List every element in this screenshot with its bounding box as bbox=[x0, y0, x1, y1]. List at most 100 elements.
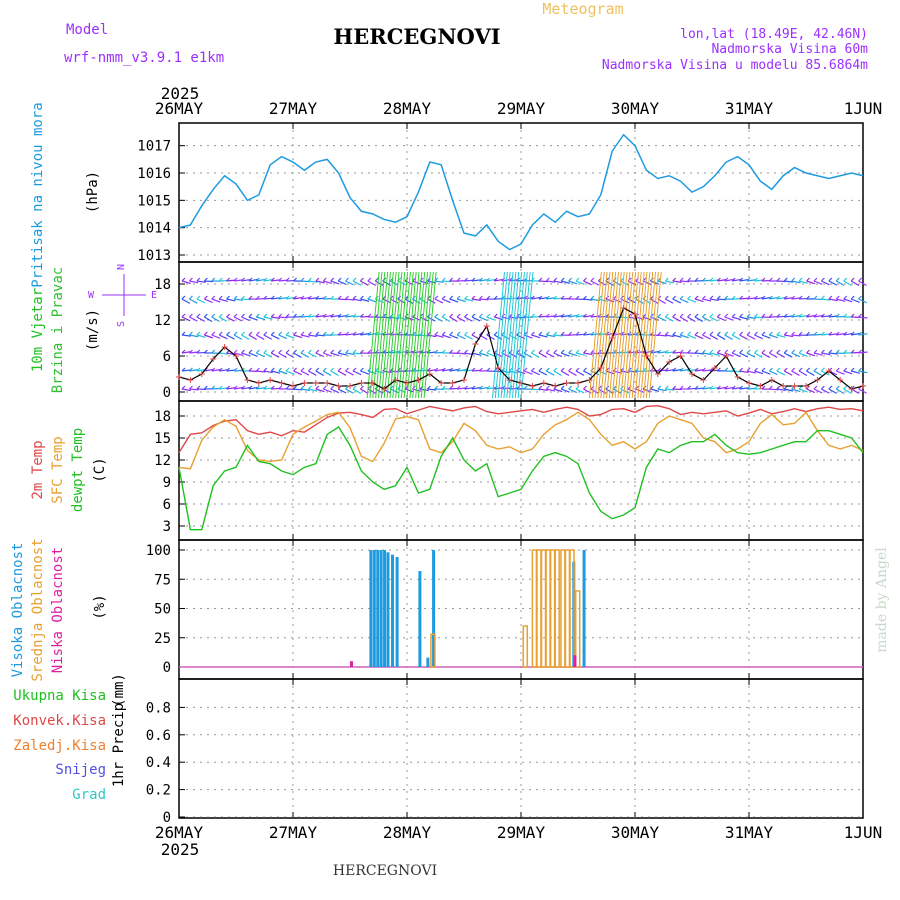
wind-arrow-head bbox=[545, 367, 550, 372]
wind-arrow-head bbox=[679, 349, 684, 354]
high-cloud-bar bbox=[432, 550, 436, 667]
y-tick-label: 6 bbox=[163, 497, 171, 513]
wind-arrow bbox=[442, 334, 451, 339]
wind-arrow-head bbox=[806, 349, 810, 354]
wind-arrow-head bbox=[813, 331, 818, 336]
y-tick-label: 18 bbox=[154, 277, 171, 293]
wind-arrow-head bbox=[471, 331, 476, 336]
wind-arrow bbox=[352, 333, 362, 336]
wind-arrow-head bbox=[754, 385, 758, 390]
wind-arrow bbox=[754, 352, 763, 358]
wind-arrow-head bbox=[694, 367, 699, 372]
wind-gust-hatch bbox=[500, 271, 514, 399]
wind-arrow-head bbox=[226, 295, 231, 300]
wind-arrow-head bbox=[360, 277, 364, 282]
y-tick-label: 12 bbox=[154, 453, 171, 469]
wind-arrow bbox=[724, 316, 734, 321]
wind-arrow bbox=[419, 298, 429, 304]
wind-gust-hatch bbox=[617, 271, 631, 399]
wind-arrow-head bbox=[657, 313, 662, 318]
high-cloud-bar bbox=[426, 657, 430, 667]
wind-arrow-head bbox=[843, 313, 848, 318]
wind-arrow bbox=[858, 316, 868, 319]
wind-arrow bbox=[598, 370, 607, 375]
wind-arrow bbox=[508, 352, 518, 358]
wind-arrow-head bbox=[702, 385, 706, 390]
wind-speed-point bbox=[643, 353, 650, 359]
wind-arrow-head bbox=[754, 313, 758, 318]
data-series bbox=[176, 133, 866, 668]
wind-arrow-head bbox=[241, 295, 245, 300]
wind-arrow-head bbox=[248, 331, 253, 336]
wind-arrow-head bbox=[694, 313, 699, 318]
wind-arrow-head bbox=[545, 277, 550, 282]
wind-arrow-head bbox=[776, 385, 781, 390]
mid-cloud-bar bbox=[531, 549, 538, 668]
wind-arrow-head bbox=[367, 331, 372, 336]
wind-arrow-head bbox=[241, 385, 245, 390]
wind-speed-point bbox=[472, 341, 479, 347]
high-cloud-bar bbox=[386, 552, 390, 667]
wind-arrow-head bbox=[768, 349, 773, 354]
wind-arrow bbox=[434, 316, 443, 322]
wind-arrow bbox=[218, 334, 228, 340]
wind-arrow bbox=[494, 352, 503, 358]
wind-arrow-head bbox=[322, 349, 327, 354]
wind-arrow bbox=[553, 388, 563, 393]
wind-arrow-head bbox=[709, 313, 714, 318]
wind-arrow-head bbox=[203, 349, 208, 354]
wind-arrow bbox=[360, 332, 370, 336]
wind-arrow-head bbox=[456, 349, 461, 354]
wind-arrow-head bbox=[449, 331, 454, 336]
wind-arrow bbox=[367, 298, 377, 303]
wind-arrow-head bbox=[538, 385, 543, 390]
wind-arrow-head bbox=[464, 349, 468, 354]
wind-arrow bbox=[345, 333, 355, 336]
wind-arrow-head bbox=[835, 277, 840, 282]
wind-gust-hatch bbox=[386, 271, 400, 399]
wind-arrow-head bbox=[731, 277, 736, 282]
wind-speed-point bbox=[176, 374, 182, 380]
wind-arrow bbox=[546, 370, 555, 376]
wind-arrow-head bbox=[233, 313, 238, 318]
wind-arrow-head bbox=[456, 367, 461, 372]
wind-arrow bbox=[204, 298, 213, 304]
wind-arrow bbox=[702, 352, 712, 356]
wind-arrow bbox=[315, 280, 325, 284]
wind-arrow-head bbox=[761, 313, 766, 318]
wind-arrow-head bbox=[709, 385, 714, 390]
wind-arrow-head bbox=[181, 367, 186, 372]
wind-arrow-head bbox=[828, 295, 833, 300]
high-cloud-bar bbox=[369, 550, 373, 667]
wind-arrow bbox=[672, 280, 682, 283]
wind-arrow-head bbox=[583, 277, 587, 282]
wind-arrow-head bbox=[531, 313, 535, 318]
wind-arrow bbox=[219, 298, 228, 303]
wind-arrow-head bbox=[538, 277, 543, 282]
wind-arrow-head bbox=[493, 295, 498, 300]
wind-arrow-head bbox=[471, 367, 476, 372]
wind-arrow-head bbox=[218, 295, 223, 300]
wind-arrow-head bbox=[315, 277, 320, 282]
high-cloud-bar bbox=[391, 554, 395, 667]
precip-legend-entry: Zaledj.Kisa bbox=[13, 738, 106, 754]
wind-arrow bbox=[835, 280, 845, 286]
wind-arrow bbox=[285, 370, 295, 375]
wind-speed-point bbox=[563, 380, 570, 386]
wind-speed-point bbox=[689, 371, 695, 377]
wind-arrow bbox=[479, 278, 489, 282]
wind-arrow bbox=[724, 334, 733, 341]
wind-arrow-head bbox=[724, 295, 729, 300]
wind-arrow-head bbox=[255, 331, 260, 336]
wind-arrow bbox=[233, 279, 244, 282]
wind-arrow-head bbox=[322, 367, 327, 372]
wind-arrow-head bbox=[218, 367, 223, 372]
y-tick-label: 9 bbox=[163, 475, 171, 491]
wind-arrow-head bbox=[293, 313, 297, 318]
wind-speed-point bbox=[768, 377, 775, 383]
wind-arrow bbox=[360, 370, 370, 375]
wind-arrow-head bbox=[203, 331, 208, 336]
wind-arrow-head bbox=[746, 295, 751, 300]
wind-arrow-head bbox=[352, 367, 357, 372]
wind-arrow bbox=[784, 297, 794, 300]
